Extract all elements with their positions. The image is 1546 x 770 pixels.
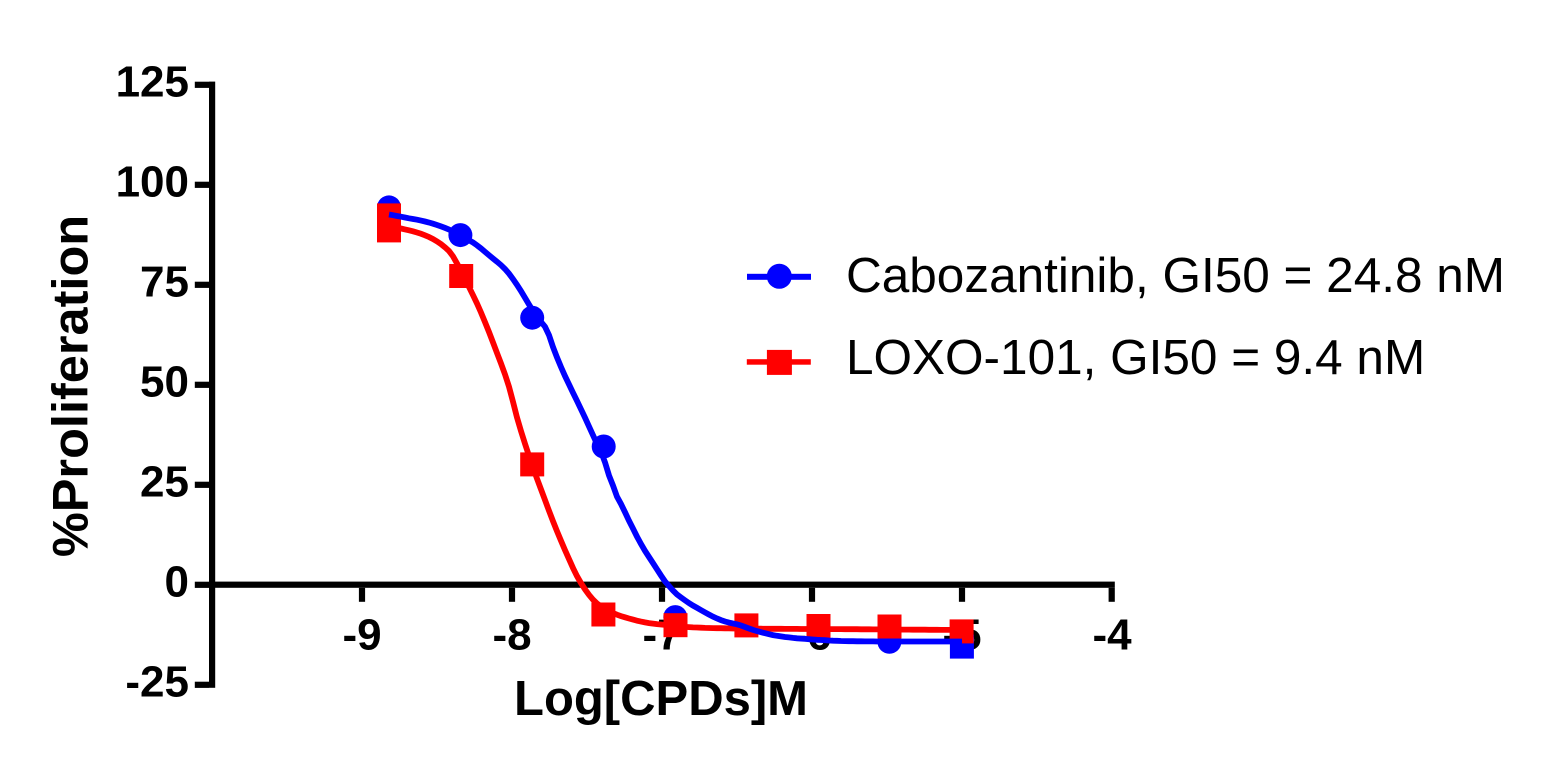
svg-text:100: 100: [116, 158, 189, 207]
svg-text:50: 50: [140, 358, 189, 407]
svg-text:Log[CPDs]M: Log[CPDs]M: [514, 672, 808, 726]
svg-text:0: 0: [165, 558, 189, 607]
svg-text:%Proliferation: %Proliferation: [42, 215, 99, 557]
svg-text:25: 25: [140, 458, 189, 507]
svg-text:LOXO-101, GI50 = 9.4 nM: LOXO-101, GI50 = 9.4 nM: [846, 330, 1425, 385]
svg-text:75: 75: [140, 258, 189, 307]
svg-text:-25: -25: [125, 658, 189, 707]
svg-text:-9: -9: [342, 611, 381, 660]
svg-text:Cabozantinib, GI50 = 24.8 nM: Cabozantinib, GI50 = 24.8 nM: [846, 248, 1505, 303]
svg-text:-4: -4: [1092, 611, 1132, 660]
svg-text:-8: -8: [492, 611, 531, 660]
svg-text:125: 125: [116, 58, 189, 107]
